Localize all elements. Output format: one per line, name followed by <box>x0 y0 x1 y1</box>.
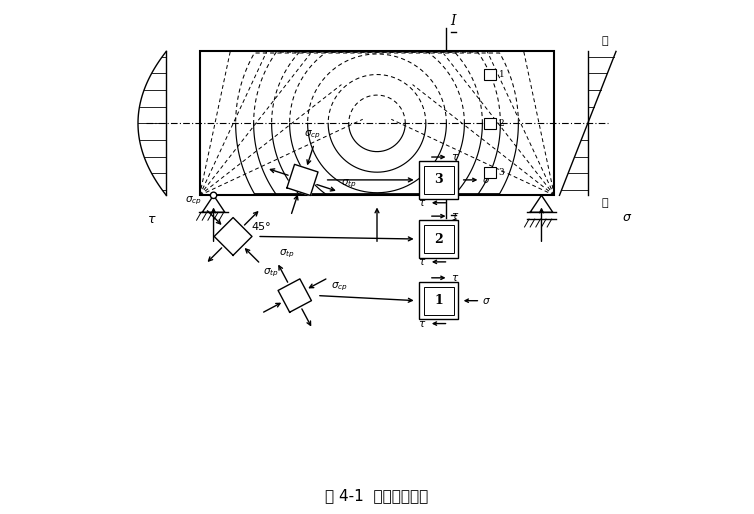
Text: $\sigma_{tp}$: $\sigma_{tp}$ <box>263 267 279 279</box>
Text: $\tau$: $\tau$ <box>451 211 459 221</box>
Bar <box>419 220 458 258</box>
Bar <box>424 166 454 194</box>
Text: 3: 3 <box>499 168 504 177</box>
Bar <box>419 161 458 198</box>
Text: $\sigma_{cp}$: $\sigma_{cp}$ <box>331 280 348 292</box>
Polygon shape <box>214 217 252 255</box>
Text: $\sigma_{cp}$: $\sigma_{cp}$ <box>305 128 321 141</box>
Bar <box>484 118 495 129</box>
Text: 1: 1 <box>499 70 504 79</box>
Bar <box>424 225 454 253</box>
Circle shape <box>210 192 216 198</box>
Text: $\sigma$: $\sigma$ <box>483 296 491 306</box>
Text: I: I <box>450 219 456 233</box>
Text: I: I <box>450 14 456 28</box>
Text: $\tau$: $\tau$ <box>147 213 157 226</box>
Text: 2: 2 <box>499 119 504 128</box>
Text: $\sigma_{tp}$: $\sigma_{tp}$ <box>280 248 295 261</box>
Bar <box>484 167 495 178</box>
Text: 拉: 拉 <box>601 198 608 208</box>
Text: $\tau$: $\tau$ <box>418 257 426 267</box>
Polygon shape <box>287 164 318 195</box>
Text: 45°: 45° <box>252 223 271 232</box>
Text: $\tau$: $\tau$ <box>451 273 459 283</box>
Bar <box>419 282 458 320</box>
Text: $\sigma_{tp}$: $\sigma_{tp}$ <box>341 178 357 190</box>
Text: $\sigma$: $\sigma$ <box>483 175 491 185</box>
Text: $\tau$: $\tau$ <box>418 319 426 328</box>
Polygon shape <box>278 279 311 312</box>
Bar <box>484 69 495 80</box>
Text: $\tau$: $\tau$ <box>451 152 459 162</box>
Text: 1: 1 <box>434 294 443 307</box>
Text: 图 4-1  主应力轨迹线: 图 4-1 主应力轨迹线 <box>326 488 428 504</box>
Text: 3: 3 <box>434 173 443 187</box>
Text: $\tau$: $\tau$ <box>418 198 426 208</box>
Text: 压: 压 <box>601 36 608 46</box>
Bar <box>424 287 454 315</box>
Bar <box>200 51 554 195</box>
Text: 2: 2 <box>434 232 443 246</box>
Text: $\sigma_{cp}$: $\sigma_{cp}$ <box>185 195 201 207</box>
Text: $\sigma$: $\sigma$ <box>622 211 633 224</box>
